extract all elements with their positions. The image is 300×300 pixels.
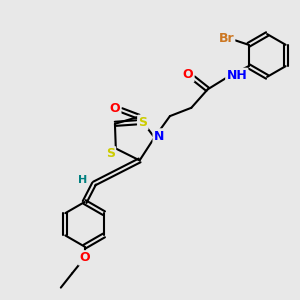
Text: O: O: [183, 68, 194, 81]
Text: Br: Br: [218, 32, 234, 45]
Text: NH: NH: [226, 69, 247, 82]
Text: S: S: [106, 147, 115, 161]
Text: S: S: [138, 116, 147, 129]
Text: O: O: [110, 102, 120, 115]
Text: H: H: [78, 175, 88, 185]
Text: N: N: [154, 130, 164, 142]
Text: O: O: [79, 251, 90, 264]
